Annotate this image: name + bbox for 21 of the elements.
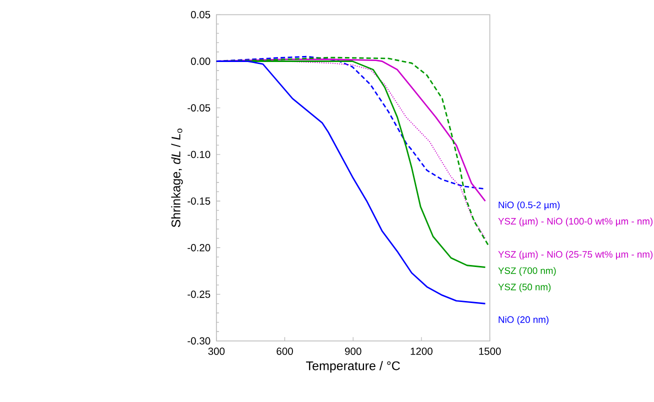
y-tick-label: -0.25 [188, 290, 210, 298]
y-tick-label: 0.00 [191, 57, 210, 65]
y-tick-label: -0.10 [188, 150, 210, 158]
x-axis-title: Temperature / °C [306, 360, 400, 372]
series-label: NiO (20 nm) [498, 316, 548, 325]
text: YSZ (700 nm) [498, 266, 556, 276]
y-tick-label: -0.30 [188, 337, 210, 344]
y-tick-label: -0.05 [188, 104, 210, 112]
x-tick-label: 600 [276, 347, 293, 355]
x-tick-label: 1200 [410, 347, 432, 355]
x-tick-label: 900 [345, 347, 362, 355]
text: YSZ (µm) - NiO (100-0 wt% µm - nm) [498, 217, 652, 226]
y-tick-label: -0.20 [188, 244, 210, 252]
y-axis-title: Shrinkage, dL / L$_{o}$ [171, 128, 183, 227]
series-label: YSZ (µm) - NiO (25-75 wt% µm - nm) [498, 250, 652, 260]
x-tick-label: 1500 [479, 347, 501, 355]
series-label: NiO (0.5-2 µm) [498, 201, 560, 210]
y-tick-label: 0.05 [191, 10, 210, 18]
text: YSZ (50 nm) [498, 283, 551, 292]
x-tick-label: 300 [208, 347, 225, 355]
y-tick-label: -0.15 [188, 197, 210, 205]
